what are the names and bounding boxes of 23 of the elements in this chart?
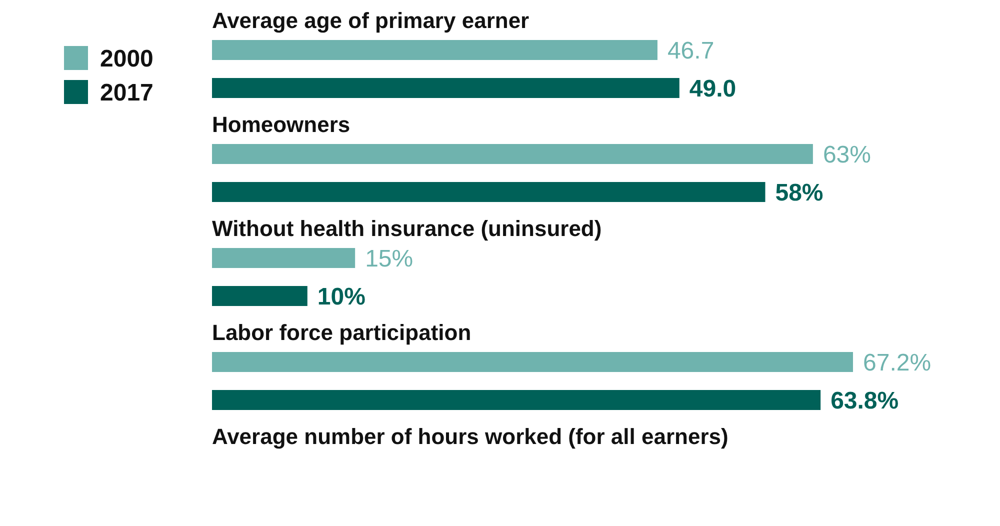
- bar: [212, 390, 821, 410]
- bar: [212, 144, 813, 164]
- y-tick-label: Without health insurance (uninsured): [212, 216, 602, 241]
- data-label: 15%: [365, 245, 414, 272]
- data-label: 10%: [317, 283, 366, 310]
- y-tick-label: Average number of hours worked (for all earners): [212, 424, 728, 449]
- data-label: 67.2%: [863, 349, 932, 376]
- data-label: 63%: [822, 141, 871, 168]
- bar: [212, 182, 766, 202]
- y-tick-label: Average age of primary earner: [212, 8, 530, 33]
- data-label: 49.0: [689, 75, 736, 102]
- bar: [212, 78, 680, 98]
- bar: [212, 40, 658, 60]
- bar: [212, 352, 853, 372]
- y-tick-label: Labor force participation: [212, 320, 472, 345]
- legend-label: 2000: [100, 45, 154, 72]
- data-label: 58%: [775, 179, 824, 206]
- bar: [212, 248, 356, 268]
- data-label: 46.7: [667, 37, 714, 64]
- bar: [212, 286, 308, 306]
- y-tick-label: Homeowners: [212, 112, 350, 137]
- legend-label: 2017: [100, 79, 154, 106]
- data-label: 63.8%: [830, 387, 899, 414]
